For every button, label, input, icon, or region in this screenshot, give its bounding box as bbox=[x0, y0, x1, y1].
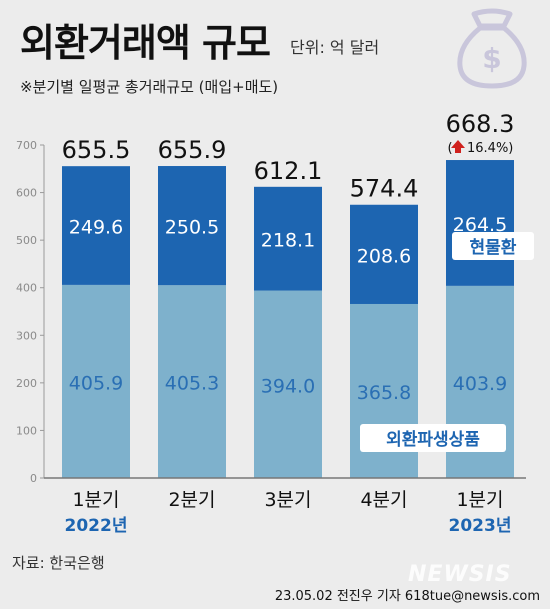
value-label-spot: 249.6 bbox=[69, 217, 123, 239]
value-label-derivatives: 394.0 bbox=[261, 375, 315, 397]
y-tick-label: 400 bbox=[16, 282, 37, 295]
y-tick-label: 200 bbox=[16, 377, 37, 390]
y-tick-label: 700 bbox=[16, 139, 37, 152]
bar-spot bbox=[254, 186, 322, 291]
value-label-derivatives: 403.9 bbox=[453, 373, 507, 395]
bar-derivatives bbox=[158, 285, 226, 478]
bar-derivatives bbox=[62, 284, 130, 478]
value-label-spot: 250.5 bbox=[165, 217, 219, 239]
chart-subtitle: ※분기별 일평균 총거래규모 (매입+매도) bbox=[20, 78, 279, 96]
total-label: 668.3 bbox=[446, 110, 515, 138]
x-tick-label: 4분기 bbox=[360, 489, 407, 511]
y-tick-label: 300 bbox=[16, 329, 37, 342]
legend-box-derivatives bbox=[360, 424, 506, 452]
y-tick-label: 600 bbox=[16, 187, 37, 200]
money-bag-icon: $ bbox=[457, 8, 527, 89]
y-tick-label: 0 bbox=[30, 472, 37, 485]
legend-label-derivatives: 외환파생상품 bbox=[386, 430, 480, 450]
annotation-change: 16.4%) bbox=[467, 141, 513, 156]
total-label: 655.5 bbox=[62, 136, 131, 164]
unit-label: 단위: 억 달러 bbox=[290, 38, 380, 57]
year-label: 2022년 bbox=[65, 516, 128, 536]
total-label: 574.4 bbox=[350, 175, 419, 203]
x-tick-label: 1분기 bbox=[72, 489, 119, 511]
total-label: 655.9 bbox=[158, 136, 227, 164]
source-note: 자료: 한국은행 bbox=[12, 554, 105, 572]
svg-text:$: $ bbox=[482, 42, 501, 75]
annotation-paren: ( bbox=[447, 141, 452, 156]
value-label-spot: 208.6 bbox=[357, 245, 411, 267]
value-label-spot: 264.5 bbox=[453, 214, 507, 236]
bar-spot bbox=[158, 166, 226, 286]
chart-title: 외환거래액 규모 bbox=[20, 21, 271, 65]
value-label-derivatives: 405.3 bbox=[165, 373, 219, 395]
year-label: 2023년 bbox=[449, 516, 512, 536]
x-tick-label: 3분기 bbox=[264, 489, 311, 511]
total-label: 612.1 bbox=[254, 157, 323, 185]
legend-box-spot bbox=[452, 232, 534, 260]
bar-spot bbox=[446, 160, 514, 286]
value-label-derivatives: 405.9 bbox=[69, 372, 123, 394]
newsis-watermark: NEWSIS bbox=[408, 562, 512, 587]
legend-label-spot: 현물환 bbox=[470, 238, 517, 258]
up-arrow-icon bbox=[451, 140, 465, 154]
y-tick-label: 500 bbox=[16, 234, 37, 247]
bar-derivatives bbox=[254, 290, 322, 478]
reporter-credit: 23.05.02 전진우 기자 618tue@newsis.com bbox=[274, 589, 540, 604]
bar-spot bbox=[350, 204, 418, 304]
bar-spot bbox=[62, 166, 130, 285]
value-label-derivatives: 365.8 bbox=[357, 382, 411, 404]
y-tick-label: 100 bbox=[16, 424, 37, 437]
x-tick-label: 1분기 bbox=[456, 489, 503, 511]
x-tick-label: 2분기 bbox=[168, 489, 215, 511]
value-label-spot: 218.1 bbox=[261, 230, 315, 252]
